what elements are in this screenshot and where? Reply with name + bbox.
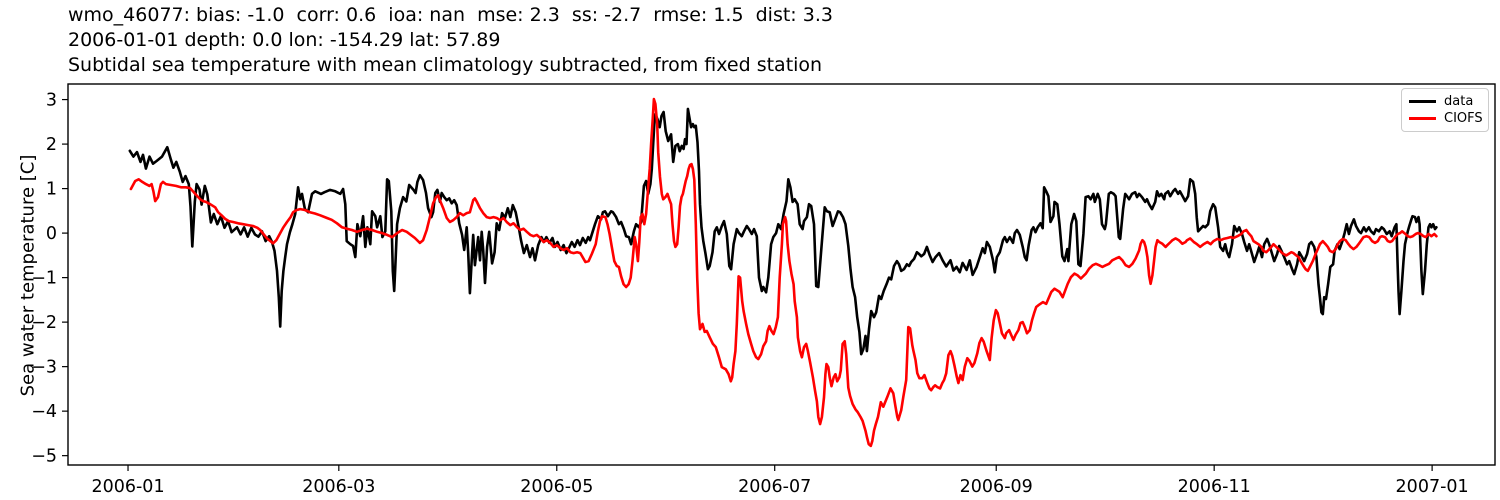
- y-axis-tick-label: 0: [46, 224, 57, 244]
- y-axis-tick-label: −4: [31, 402, 57, 422]
- y-axis-tick-label: −2: [31, 313, 57, 333]
- title-stats-line: wmo_46077: bias: -1.0 corr: 0.6 ioa: nan…: [68, 4, 833, 26]
- legend-item-data: data: [1409, 95, 1481, 108]
- ciofs-line-swatch: [1409, 117, 1436, 120]
- series-line-ciofs: [129, 97, 1438, 448]
- x-axis-tick-label: 2006-11: [1178, 477, 1251, 497]
- data-line-swatch: [1409, 100, 1436, 103]
- y-axis-label: Sea water temperature [C]: [17, 154, 39, 397]
- title-description-line: Subtidal sea temperature with mean clima…: [68, 54, 823, 76]
- x-axis-tick-label: 2007-01: [1396, 477, 1469, 497]
- y-axis-tick-label: 3: [46, 91, 57, 111]
- y-axis-tick-label: −5: [31, 447, 57, 467]
- x-axis-tick-label: 2006-01: [91, 477, 164, 497]
- y-axis-tick-label: −3: [31, 358, 57, 378]
- y-axis-tick-label: 2: [46, 135, 57, 155]
- legend-label-ciofs: CIOFS: [1444, 111, 1483, 126]
- y-axis-tick-label: 1: [46, 180, 57, 200]
- x-axis-tick-label: 2006-09: [960, 477, 1033, 497]
- series-line-data: [128, 107, 1438, 356]
- x-axis-tick-label: 2006-07: [738, 477, 811, 497]
- title-meta-line: 2006-01-01 depth: 0.0 lon: -154.29 lat: …: [68, 29, 501, 51]
- legend: data CIOFS: [1401, 88, 1489, 132]
- legend-label-data: data: [1444, 94, 1474, 109]
- legend-item-ciofs: CIOFS: [1409, 111, 1483, 126]
- y-axis-tick-label: −1: [31, 269, 57, 289]
- x-axis-tick-label: 2006-03: [302, 477, 375, 497]
- x-axis-tick-label: 2006-05: [520, 477, 593, 497]
- plot-border: [67, 83, 1496, 466]
